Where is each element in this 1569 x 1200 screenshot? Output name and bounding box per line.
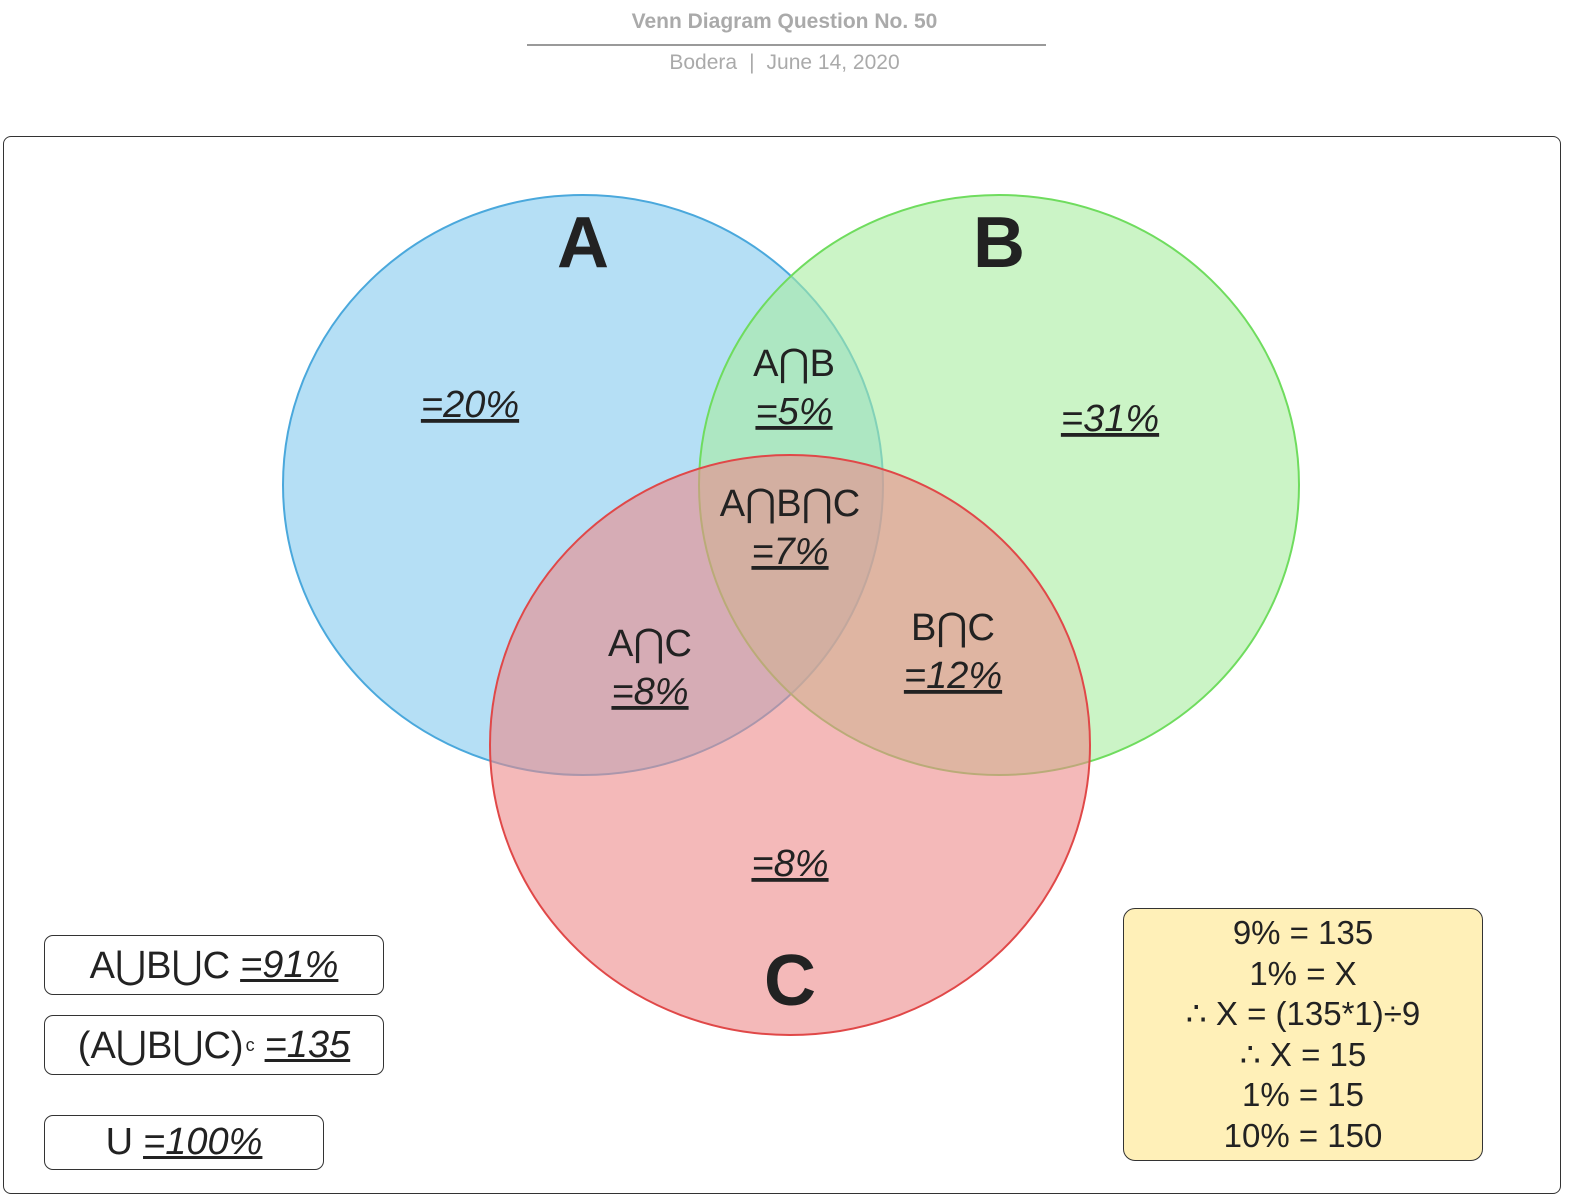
calculation-box: 9% = 135 1% = X ∴ X = (135*1)÷9 ∴ X = 15… [1123,908,1483,1161]
region-a-and-b-and-c-label: A⋂B⋂C [720,483,860,525]
diagram-title: Venn Diagram Question No. 50 [631,10,938,33]
universe-label: U [105,1121,134,1163]
set-c-circle [489,454,1091,1036]
byline-separator: | [749,51,755,74]
calculation-line: 10% = 150 [1223,1116,1383,1154]
region-a-and-b-and-c-value: =7% [751,531,828,573]
calculation-line: ∴ X = (135*1)÷9 [1185,995,1421,1032]
calculation-line: 9% = 135 [1232,914,1374,951]
region-a-and-c-label: A⋂C [608,623,692,665]
region-a-and-c-value: =8% [611,671,688,713]
region-c-only-value: =8% [751,843,828,885]
complement-value: =135 [264,1023,351,1066]
title-divider [527,44,1046,46]
set-c-label: C [764,941,816,1021]
calculation-line: 1% = X [1249,954,1357,992]
region-a-and-b-value: =5% [755,391,832,433]
region-a-only-value: =20% [421,384,519,426]
region-b-only-value: =31% [1061,398,1159,440]
union-value: =91% [240,943,339,986]
calculation-line: ∴ X = 15 [1239,1035,1367,1073]
set-a-label: A [557,203,609,283]
region-b-and-c-label: B⋂C [911,607,995,649]
byline: Bodera | June 14, 2020 [0,51,1569,75]
calculation-line: 1% = 15 [1241,1076,1364,1113]
region-a-and-b-label: A⋂B [753,343,835,385]
diagram-frame [3,136,1561,1194]
author: Bodera [669,51,738,74]
complement-label: (A⋃B⋃C) [77,1024,244,1067]
region-b-and-c-value: =12% [904,655,1002,697]
union-box: A⋃B⋃C =91% [44,935,384,995]
set-b-label: B [973,203,1025,283]
universe-box: U =100% [44,1115,324,1170]
union-label: A⋃B⋃C [89,944,231,987]
universe-value: =100% [143,1121,263,1163]
complement-box: (A⋃B⋃C) c =135 [44,1015,384,1075]
date: June 14, 2020 [766,51,900,74]
complement-superscript: c [245,1034,255,1055]
